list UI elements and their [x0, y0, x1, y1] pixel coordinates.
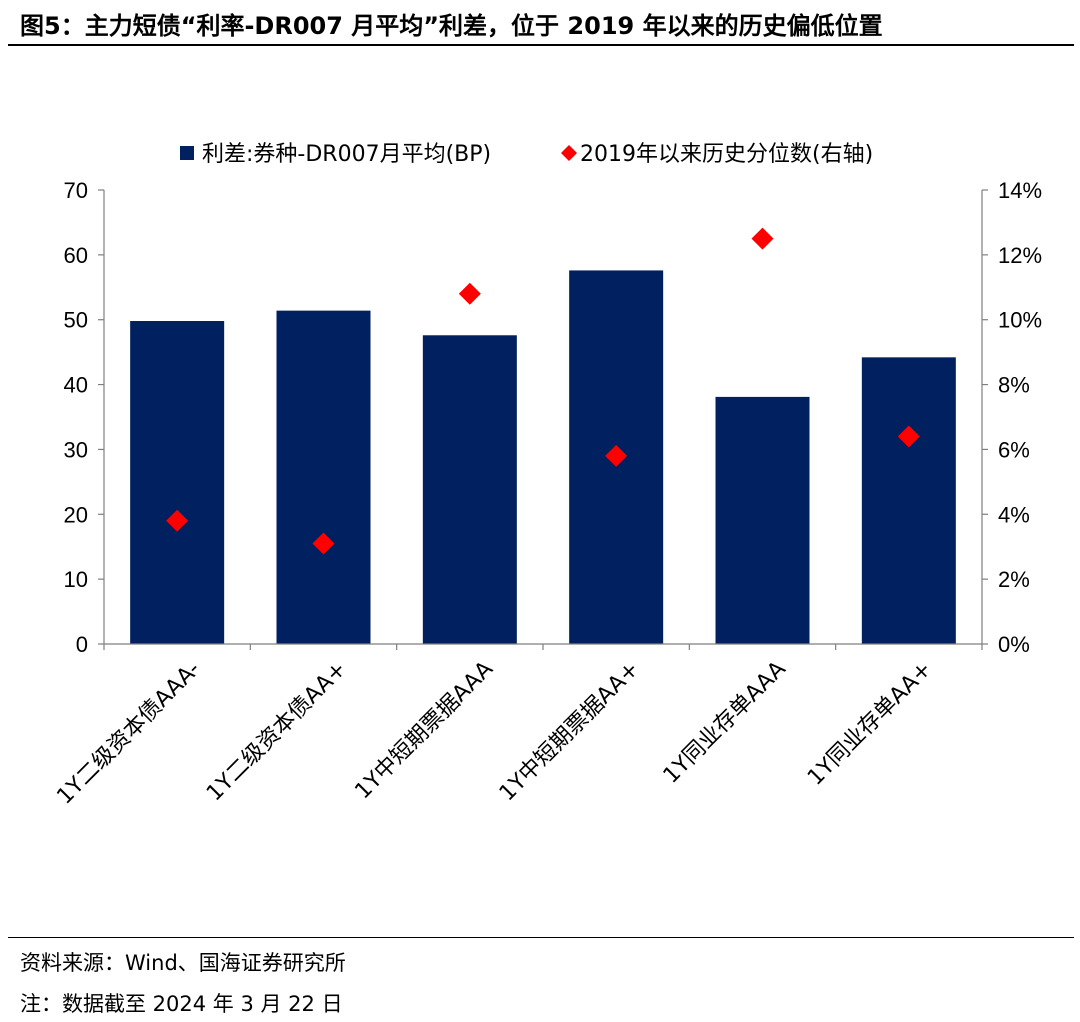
percentile-marker [166, 509, 189, 532]
y-tick-label-right: 4% [998, 502, 1030, 527]
y-tick-label-right: 2% [998, 567, 1030, 592]
y-tick-label-left: 10 [64, 567, 88, 592]
bar [715, 396, 810, 644]
category-label: 1Y二级资本债AAA- [52, 657, 205, 810]
markers-layer [166, 227, 920, 555]
source-note: 资料来源：Wind、国海证券研究所 [20, 951, 346, 975]
category-label: 1Y二级资本债AA+ [202, 657, 352, 807]
category-labels-layer: 1Y二级资本债AAA-1Y二级资本债AA+1Y中短期票据AAA1Y中短期票据AA… [52, 657, 937, 810]
category-label: 1Y同业存单AAA [659, 657, 791, 789]
bar [861, 357, 956, 644]
bar [276, 310, 371, 644]
footer-divider [8, 937, 1074, 938]
y-tick-label-right: 12% [998, 243, 1042, 268]
y-tick-label-left: 0 [76, 632, 88, 657]
axes-layer [98, 189, 988, 650]
percentile-marker [897, 425, 920, 448]
percentile-marker [458, 282, 481, 305]
y-tick-label-right: 8% [998, 373, 1030, 398]
y-tick-label-left: 70 [64, 178, 88, 203]
category-label: 1Y中短期票据AAA [350, 657, 498, 805]
legend-diamond-label: 2019年以来历史分位数(右轴) [580, 142, 873, 167]
bar [422, 335, 517, 644]
y-tick-label-left: 20 [64, 502, 88, 527]
category-label: 1Y中短期票据AA+ [495, 657, 645, 807]
legend: 利差:券种-DR007月平均(BP) 2019年以来历史分位数(右轴) [180, 142, 873, 167]
y-tick-label-left: 60 [64, 243, 88, 268]
y-tick-label-right: 14% [998, 178, 1042, 203]
legend-diamond-swatch [561, 145, 577, 161]
y-tick-label-right: 6% [998, 437, 1030, 462]
category-label: 1Y同业存单AA+ [803, 657, 937, 791]
chart: 利差:券种-DR007月平均(BP) 2019年以来历史分位数(右轴) 0 10 2… [52, 142, 1043, 810]
y-tick-label-left: 40 [64, 373, 88, 398]
date-note: 注：数据截至 2024 年 3 月 22 日 [20, 992, 343, 1016]
y-tick-label-left: 50 [64, 308, 88, 333]
percentile-marker [605, 444, 628, 467]
title-divider [8, 44, 1074, 46]
percentile-marker [751, 227, 774, 250]
ticks-layer: 0 10 20 30 40 50 60 70 0% 2% 4% 6% 8% 10% 12% 14% [64, 178, 1043, 657]
y-tick-label-left: 30 [64, 437, 88, 462]
bars-layer [130, 270, 956, 644]
y-tick-label-right: 0% [998, 632, 1030, 657]
legend-bar-swatch [180, 146, 194, 160]
legend-bar-label: 利差:券种-DR007月平均(BP) [202, 142, 491, 167]
y-tick-label-right: 10% [998, 308, 1042, 333]
bar [130, 321, 225, 644]
percentile-marker [312, 532, 335, 555]
figure-title: 图5：主力短债“利率-DR007 月平均”利差，位于 2019 年以来的历史偏低… [20, 12, 883, 40]
